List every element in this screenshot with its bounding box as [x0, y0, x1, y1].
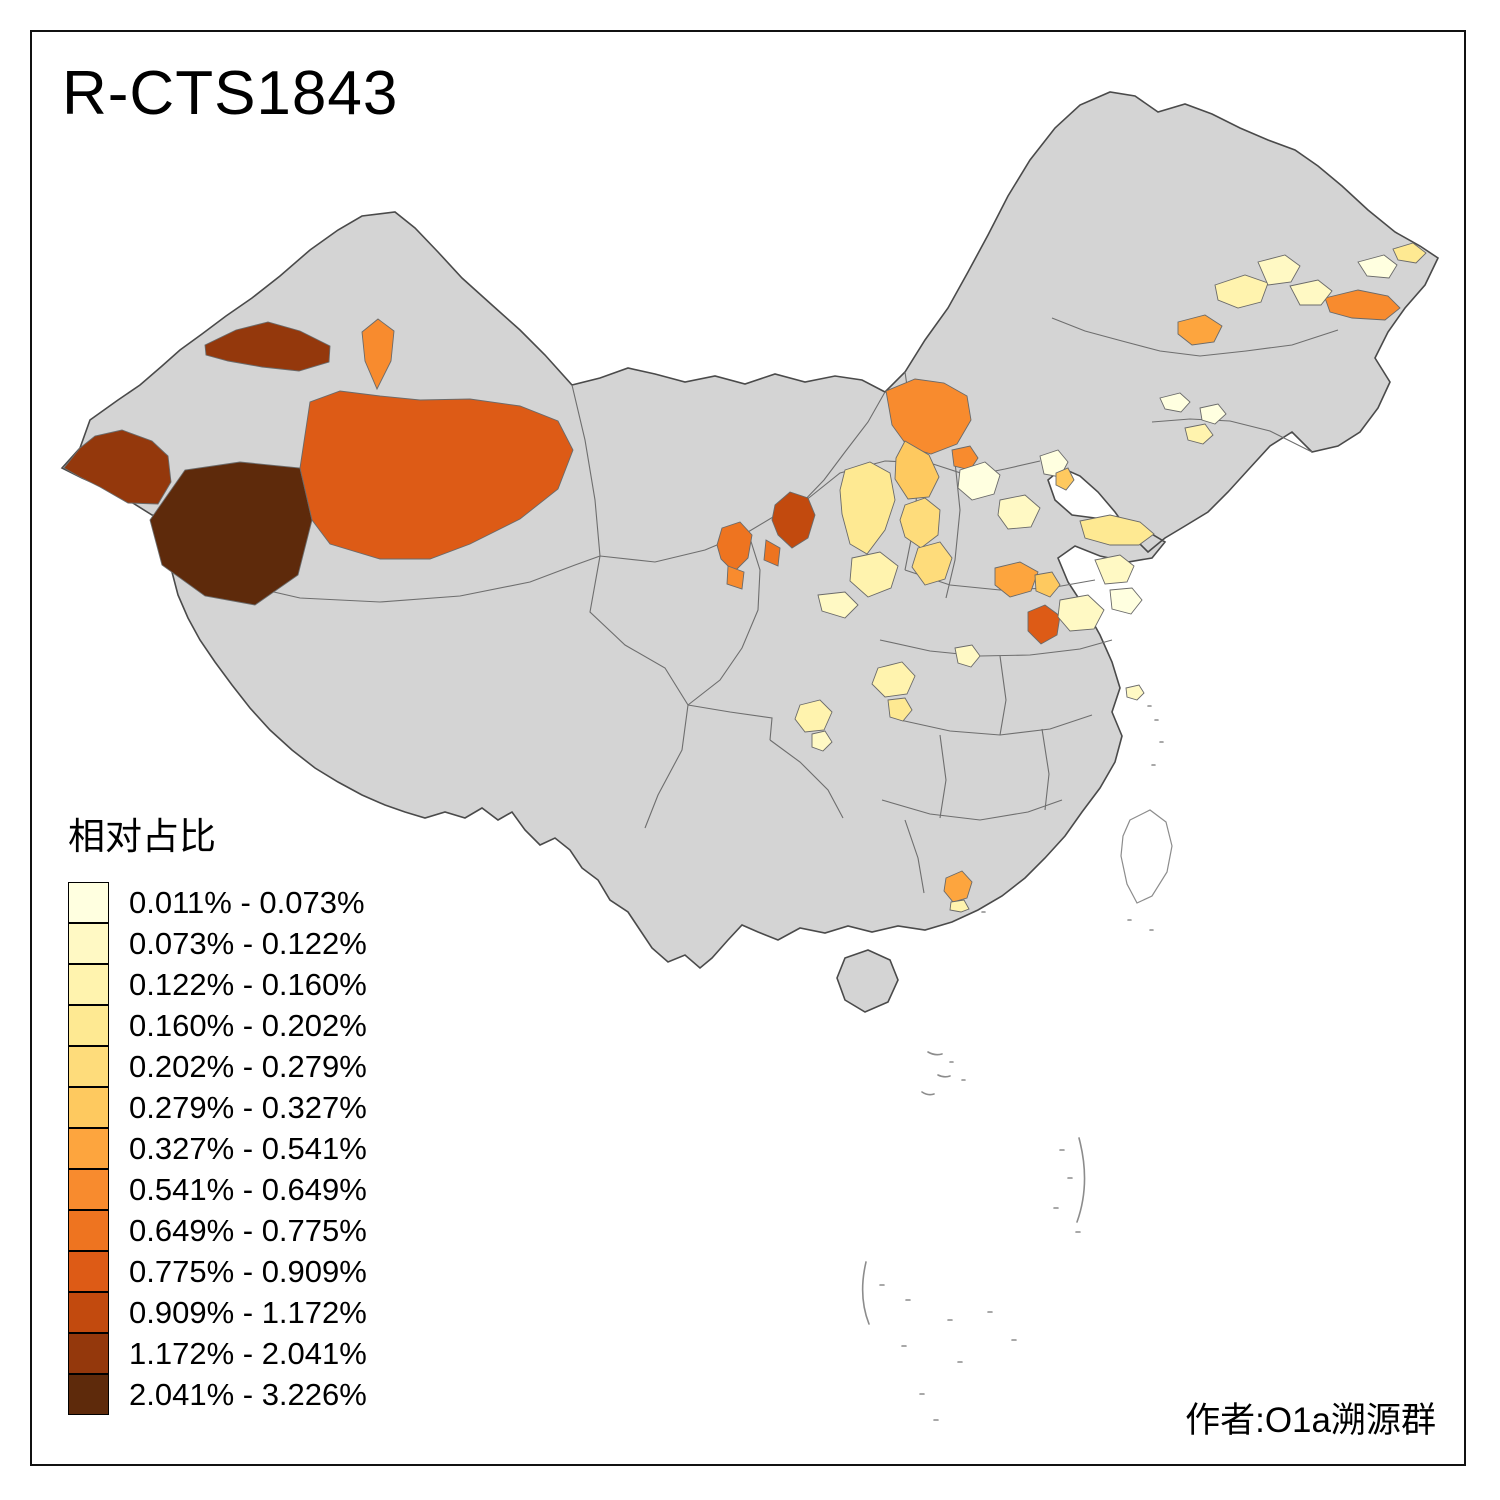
legend-swatch — [68, 881, 109, 923]
map-region — [1324, 289, 1401, 321]
map-region — [1055, 467, 1075, 491]
legend-swatch — [68, 1045, 109, 1087]
map-region — [716, 521, 753, 573]
author-credit: 作者:O1a溯源群 — [1185, 1401, 1436, 1440]
map-region — [949, 899, 970, 913]
legend-label: 0.327% - 0.541% — [129, 1130, 367, 1166]
map-region — [1027, 604, 1061, 645]
legend-items: 0.011% - 0.073% 0.073% - 0.122% 0.122% - 0… — [68, 881, 367, 1415]
map-region — [871, 661, 916, 698]
map-region — [899, 497, 941, 549]
legend-label: 0.541% - 0.649% — [129, 1171, 367, 1207]
map-region — [1125, 684, 1145, 701]
map-region — [1079, 514, 1155, 546]
legend-row: 1.172% - 2.041% — [68, 1332, 367, 1374]
map-region — [1357, 254, 1398, 279]
legend-label: 2.041% - 3.226% — [129, 1376, 367, 1412]
legend-swatch — [68, 1086, 109, 1128]
legend: 相对占比 0.011% - 0.073% 0.073% - 0.122% 0.122… — [68, 806, 367, 1415]
map-region — [63, 429, 172, 505]
map-region — [763, 539, 781, 567]
hainan-island — [836, 949, 899, 1013]
map-region — [817, 591, 859, 619]
colored-regions — [63, 242, 1427, 913]
legend-label: 0.649% - 0.775% — [129, 1212, 367, 1248]
legend-row: 0.775% - 0.909% — [68, 1250, 367, 1292]
map-region — [1289, 279, 1333, 306]
map-region — [894, 440, 940, 500]
map-region — [943, 870, 973, 903]
map-region — [1199, 403, 1227, 425]
legend-label: 0.909% - 1.172% — [129, 1294, 367, 1330]
map-region — [726, 565, 745, 590]
map-region — [839, 461, 896, 555]
legend-label: 0.775% - 0.909% — [129, 1253, 367, 1289]
map-region — [1177, 314, 1223, 346]
map-region — [885, 378, 972, 455]
map-region — [997, 494, 1041, 530]
legend-label: 0.202% - 0.279% — [129, 1048, 367, 1084]
legend-label: 0.122% - 0.160% — [129, 966, 367, 1002]
map-region — [811, 730, 833, 752]
map-region — [1214, 274, 1269, 309]
map-region — [299, 390, 574, 560]
map-region — [361, 318, 395, 391]
map-region — [1057, 594, 1105, 632]
map-region — [1392, 242, 1427, 264]
map-region — [957, 461, 1001, 501]
legend-swatch — [68, 963, 109, 1005]
legend-swatch — [68, 1332, 109, 1374]
map-region — [994, 561, 1039, 598]
map-region — [849, 551, 899, 598]
legend-row: 0.122% - 0.160% — [68, 963, 367, 1005]
legend-swatch — [68, 1291, 109, 1333]
map-region — [1109, 587, 1143, 615]
legend-swatch — [68, 922, 109, 964]
legend-row: 0.202% - 0.279% — [68, 1045, 367, 1087]
map-region — [911, 541, 953, 586]
legend-row: 0.073% - 0.122% — [68, 922, 367, 964]
map-region — [771, 491, 816, 549]
legend-label: 1.172% - 2.041% — [129, 1335, 367, 1371]
legend-row: 0.909% - 1.172% — [68, 1291, 367, 1333]
legend-row: 0.649% - 0.775% — [68, 1209, 367, 1251]
map-region — [204, 321, 331, 372]
legend-row: 0.327% - 0.541% — [68, 1127, 367, 1169]
map-region — [1184, 423, 1214, 445]
legend-swatch — [68, 1209, 109, 1251]
map-region — [887, 697, 913, 722]
map-region — [794, 699, 833, 733]
legend-row: 0.541% - 0.649% — [68, 1168, 367, 1210]
map-region — [1094, 554, 1135, 585]
legend-row: 0.160% - 0.202% — [68, 1004, 367, 1046]
legend-label: 0.073% - 0.122% — [129, 925, 367, 961]
map-region — [951, 445, 979, 471]
legend-label: 0.160% - 0.202% — [129, 1007, 367, 1043]
legend-label: 0.279% - 0.327% — [129, 1089, 367, 1125]
legend-row: 2.041% - 3.226% — [68, 1373, 367, 1415]
legend-row: 0.011% - 0.073% — [68, 881, 367, 923]
china-mainland — [60, 91, 1440, 970]
south-china-sea-islands — [861, 705, 1164, 1421]
legend-swatch — [68, 1127, 109, 1169]
legend-swatch — [68, 1250, 109, 1292]
map-region — [1257, 254, 1301, 286]
legend-swatch — [68, 1168, 109, 1210]
taiwan-island — [1120, 809, 1173, 904]
map-region — [1159, 392, 1191, 413]
legend-swatch — [68, 1373, 109, 1415]
legend-label: 0.011% - 0.073% — [129, 884, 365, 920]
legend-title: 相对占比 — [68, 816, 216, 857]
map-region — [1034, 571, 1061, 598]
legend-row: 0.279% - 0.327% — [68, 1086, 367, 1128]
legend-swatch — [68, 1004, 109, 1046]
page-title: R-CTS1843 — [62, 59, 399, 128]
map-region — [954, 644, 981, 668]
map-region — [149, 461, 313, 606]
